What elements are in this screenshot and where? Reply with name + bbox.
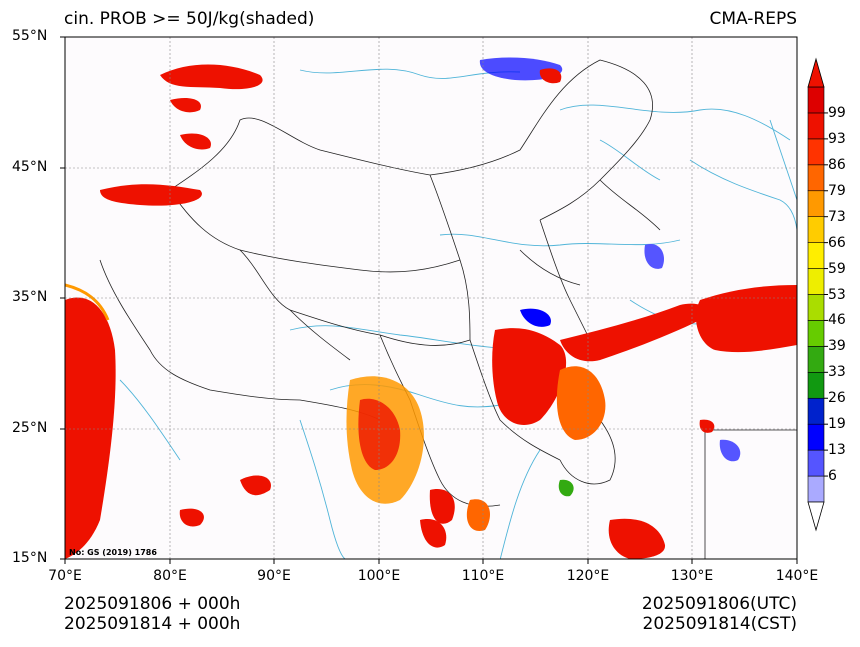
colorbar-bin bbox=[807, 164, 825, 192]
init-time-block: 2025091806 + 000h 2025091814 + 000h bbox=[64, 594, 240, 634]
colorbar-tick-label: 66 bbox=[828, 234, 846, 251]
colorbar-bin bbox=[807, 242, 825, 269]
probability-shading bbox=[65, 57, 797, 559]
colorbar bbox=[807, 57, 828, 532]
lat-label: 15°N bbox=[12, 550, 48, 566]
model-name: CMA-REPS bbox=[709, 9, 797, 29]
colorbar-tick-label: 13 bbox=[828, 442, 846, 459]
colorbar-tick-label: 33 bbox=[828, 364, 846, 381]
colorbar-tick-label: 79 bbox=[828, 182, 846, 199]
lat-label: 45°N bbox=[12, 159, 48, 175]
lat-label: 25°N bbox=[12, 420, 48, 436]
colorbar-tick-label: 93 bbox=[828, 130, 846, 147]
axis-ticks bbox=[60, 36, 798, 564]
lon-label: 130°E bbox=[670, 568, 714, 584]
colorbar-bin bbox=[807, 320, 825, 347]
lat-label: 55°N bbox=[12, 28, 48, 44]
colorbar-bin bbox=[807, 86, 825, 114]
lon-label: 80°E bbox=[153, 568, 187, 584]
colorbar-max-extend bbox=[807, 57, 825, 88]
colorbar-bin bbox=[807, 138, 825, 166]
lon-label: 110°E bbox=[461, 568, 505, 584]
colorbar-tick-label: 6 bbox=[828, 468, 837, 485]
init-time-utc: 2025091806 + 000h bbox=[64, 594, 241, 614]
valid-time-cst: 2025091814(CST) bbox=[642, 614, 797, 634]
lon-label: 140°E bbox=[775, 568, 819, 584]
map-review-number: No: GS (2019) 1786 bbox=[69, 548, 157, 557]
valid-time-utc: 2025091806(UTC) bbox=[641, 594, 797, 614]
chart-title: cin. PROB >= 50J/kg(shaded) bbox=[64, 9, 315, 29]
colorbar-tick-label: 73 bbox=[828, 208, 846, 225]
colorbar-bin bbox=[807, 475, 825, 503]
colorbar-bin bbox=[807, 268, 825, 295]
colorbar-bin bbox=[807, 423, 825, 451]
colorbar-tick-label: 53 bbox=[828, 286, 846, 303]
colorbar-tick-label: 19 bbox=[828, 416, 846, 433]
colorbar-min-extend bbox=[807, 501, 825, 532]
colorbar-tick-label: 86 bbox=[828, 156, 846, 173]
colorbar-tick-label: 59 bbox=[828, 260, 846, 277]
colorbar-tick-label: 46 bbox=[828, 312, 846, 329]
colorbar-bin bbox=[807, 112, 825, 140]
colorbar-bin bbox=[807, 294, 825, 321]
lon-label: 70°E bbox=[48, 568, 82, 584]
colorbar-bin bbox=[807, 216, 825, 243]
lat-label: 35°N bbox=[12, 289, 48, 305]
colorbar-tick-label: 39 bbox=[828, 338, 846, 355]
valid-time-block: 2025091806(UTC) 2025091814(CST) bbox=[642, 594, 797, 634]
colorbar-bin bbox=[807, 372, 825, 399]
colorbar-bin bbox=[807, 190, 825, 217]
graticule bbox=[65, 37, 797, 559]
lon-label: 100°E bbox=[357, 568, 401, 584]
colorbar-tick-label: 99 bbox=[828, 104, 846, 121]
colorbar-tick-label: 26 bbox=[828, 390, 846, 407]
lon-label: 120°E bbox=[566, 568, 610, 584]
colorbar-bin bbox=[807, 346, 825, 373]
init-time-cst: 2025091814 + 000h bbox=[64, 614, 241, 634]
lon-label: 90°E bbox=[257, 568, 291, 584]
colorbar-bin bbox=[807, 397, 825, 425]
colorbar-bin bbox=[807, 449, 825, 477]
